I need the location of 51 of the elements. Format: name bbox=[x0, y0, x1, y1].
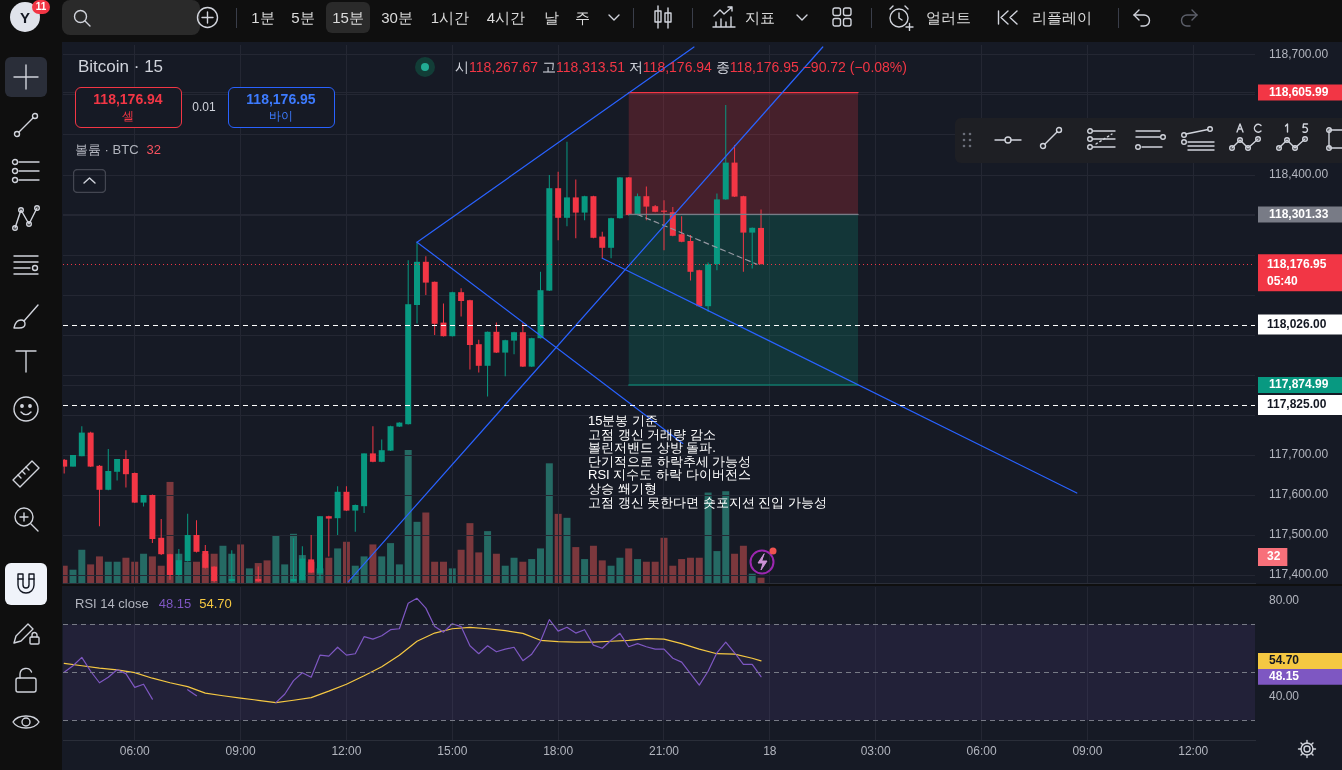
text: 4시간 bbox=[486, 8, 526, 26]
text: 주 bbox=[574, 8, 590, 26]
y-tick-label: 54.70 bbox=[1269, 653, 1300, 668]
y-tick-label: 117,874.99 bbox=[1269, 377, 1329, 392]
text: 48.15 bbox=[158, 596, 192, 611]
x-tick-label: 09:00 bbox=[225, 744, 256, 759]
x-tick-label: 18 bbox=[763, 744, 777, 759]
y-tick-label: 80.00 bbox=[1269, 592, 1300, 607]
annotation: 32 bbox=[146, 142, 162, 158]
x-tick-label: 12:00 bbox=[1178, 744, 1209, 759]
text: Y bbox=[19, 8, 31, 26]
ref-line-label: 117,825.00 bbox=[1267, 397, 1327, 412]
text: 32 bbox=[1267, 549, 1281, 564]
annotation: 118,176.94 bbox=[93, 91, 163, 107]
text: 날 bbox=[543, 8, 559, 26]
y-tick-label: 118,301.33 bbox=[1269, 206, 1329, 221]
y-tick-label: 117,600.00 bbox=[1269, 487, 1329, 502]
annotation: 0.01 bbox=[192, 100, 216, 114]
text: 15분 bbox=[332, 8, 364, 26]
annotation: 118,176.95 bbox=[246, 91, 316, 107]
y-tick-label: 118,400.00 bbox=[1269, 167, 1329, 182]
annotation: 바이 bbox=[269, 109, 293, 123]
ref-line-label: 118,176.95 05:40 bbox=[1267, 256, 1327, 288]
text: 얼러트 bbox=[925, 8, 971, 26]
chart-title: 볼륨 · BTC bbox=[75, 142, 139, 158]
y-tick-label: 117,400.00 bbox=[1269, 567, 1329, 582]
x-tick-label: 12:00 bbox=[331, 744, 362, 759]
text: 1분 bbox=[251, 8, 275, 26]
x-tick-label: 06:00 bbox=[119, 744, 151, 759]
text: RSI 14 close bbox=[75, 596, 149, 612]
text: 지표 bbox=[745, 8, 775, 26]
y-tick-label: 40.00 bbox=[1269, 688, 1300, 703]
x-tick-label: 09:00 bbox=[1072, 744, 1103, 759]
text: 54.70 bbox=[199, 596, 232, 611]
x-tick-label: 06:00 bbox=[966, 744, 997, 759]
x-tick-label: 21:00 bbox=[648, 744, 680, 759]
ref-line-label: 118,026.00 bbox=[1267, 316, 1327, 331]
x-tick-label: 18:00 bbox=[543, 744, 574, 759]
y-tick-label: 118,605.99 bbox=[1269, 84, 1329, 99]
y-tick-label: 117,700.00 bbox=[1269, 447, 1329, 462]
text: 30분 bbox=[381, 8, 413, 26]
y-tick-label: 48.15 bbox=[1269, 668, 1300, 683]
y-tick-label: 118,700.00 bbox=[1269, 47, 1329, 62]
text: 5분 bbox=[291, 8, 315, 26]
x-tick-label: 15:00 bbox=[437, 744, 468, 759]
annotation: 셀 bbox=[122, 109, 134, 123]
x-tick-label: 03:00 bbox=[860, 744, 892, 759]
y-tick-label: 117,500.00 bbox=[1269, 527, 1329, 542]
text: 리플레이 bbox=[1032, 8, 1092, 26]
text: 1시간 bbox=[430, 8, 470, 26]
text: Bitcoin · 15 bbox=[78, 57, 164, 77]
